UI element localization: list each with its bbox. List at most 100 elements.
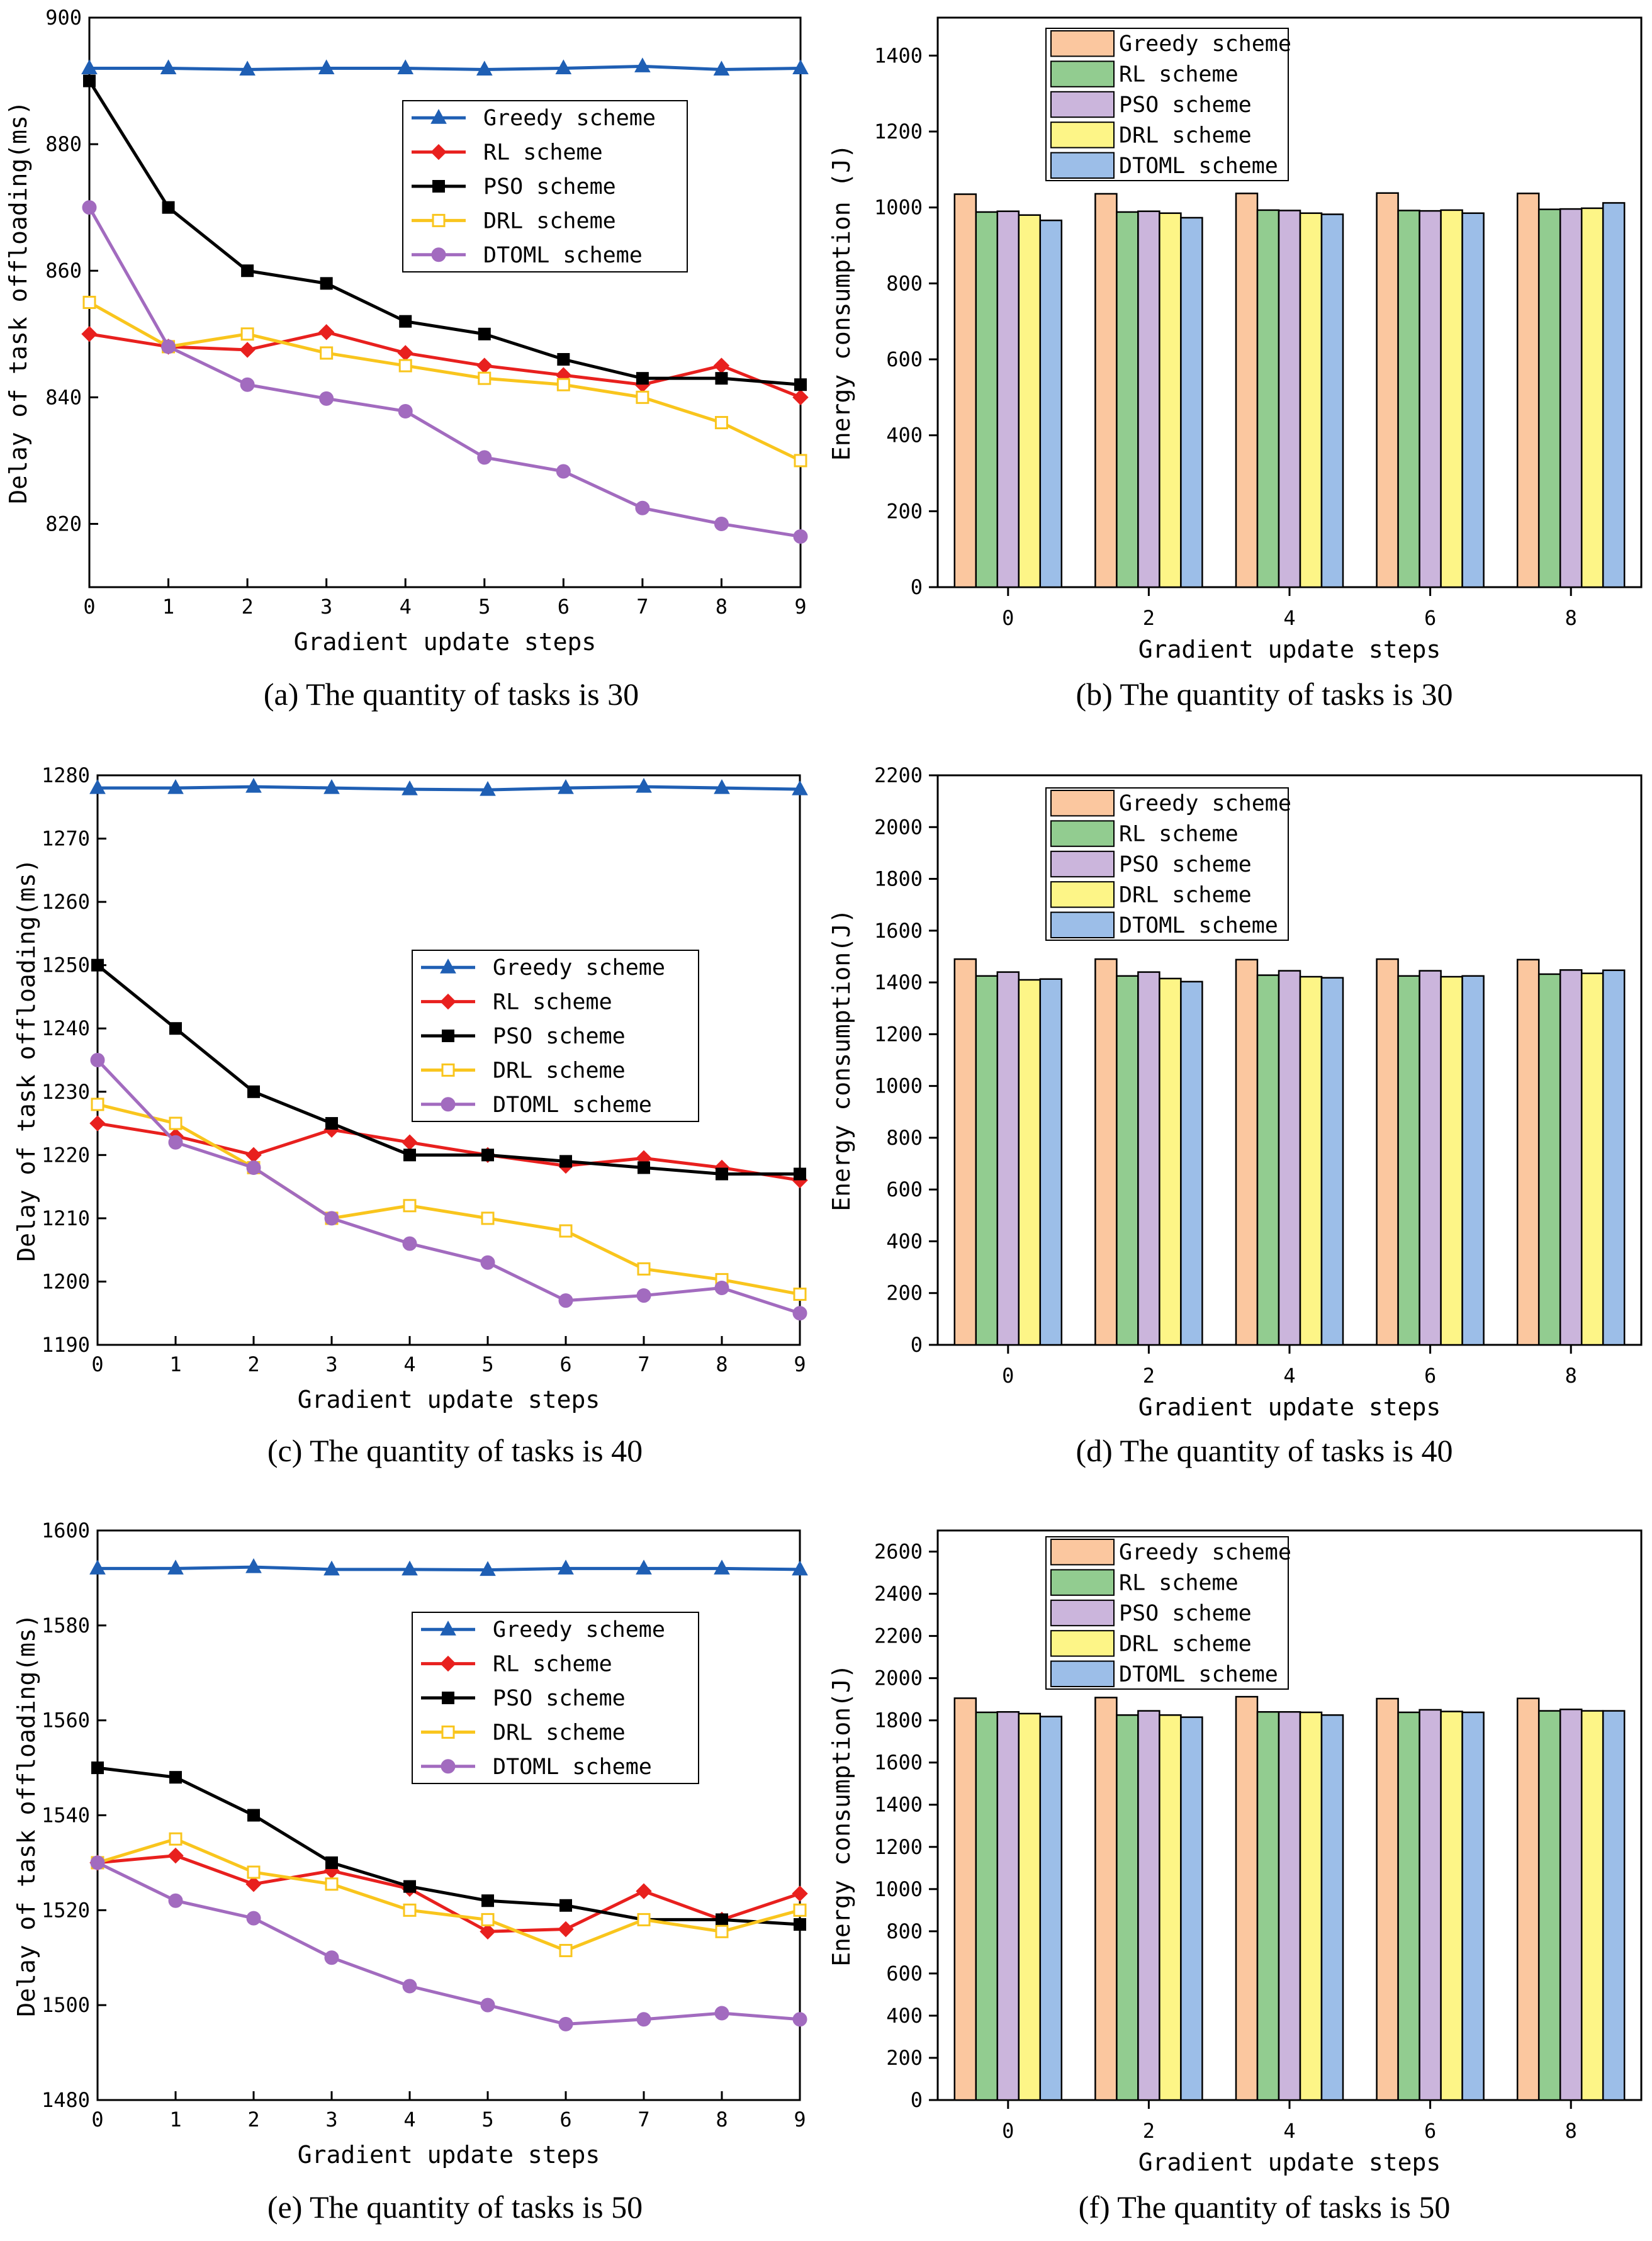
caption: (b) The quantity of tasks is 30 [1076,677,1453,712]
bar [1440,1710,1463,2101]
line-chart-a: 820 840 860 880 900 0 1 2 3 4 5 6 7 8 9 Gradient update… [4,6,809,712]
bar [1559,969,1583,1346]
data-point [476,60,493,76]
bar [975,211,999,588]
bar [1235,1695,1259,2101]
data-point [559,1943,573,1957]
y-axis-title: Delay of task offloading(ms) [4,101,32,504]
data-point [324,1211,339,1226]
legend-marker [442,1030,454,1042]
data-point [245,1558,262,1573]
y-tick-label: 2000 [874,815,923,839]
data-point [638,1161,650,1174]
data-point [481,1149,494,1162]
series-line [88,301,802,463]
data-point [637,1912,651,1926]
x-axis-title: Gradient update steps [1138,1393,1441,1421]
x-tick-label: 6 [559,2108,571,2131]
y-tick-label: 1200 [874,1835,923,1859]
x-tick-label: 9 [794,595,806,619]
legend-marker [441,1063,455,1077]
bar [1235,193,1259,588]
bar [1256,974,1280,1346]
data-point [636,778,652,793]
legend: Greedy scheme RL scheme PSO scheme DRL sche… [412,950,699,1122]
bar [1018,979,1042,1346]
bar [1376,1697,1399,2101]
data-point [794,1918,806,1931]
data-point [91,1761,104,1775]
bar [1137,971,1160,1346]
bar [1116,975,1139,1346]
data-point [246,1160,261,1175]
x-tick-label: 6 [1424,2119,1436,2143]
legend-label: DRL scheme [1119,1631,1252,1656]
legend-marker [440,958,456,974]
bar [1039,1716,1063,2101]
y-tick-label: 400 [886,1229,923,1253]
bar [1137,210,1160,588]
y-tick-label: 1000 [874,196,923,220]
y-tick-label: 1520 [42,1898,90,1922]
legend-marker [442,1692,454,1704]
legend-label: Greedy scheme [493,955,665,980]
data-point [241,264,254,278]
legend-label: RL scheme [493,1652,612,1677]
data-point [478,371,492,385]
data-point [318,324,335,340]
bar [1559,208,1583,588]
line-chart-c: 1190120012101220123012401250126012701280… [13,763,808,1468]
y-tick-label: 1600 [874,919,923,943]
bar [975,975,999,1346]
data-point [83,74,96,87]
legend-label: DTOML scheme [493,1092,652,1118]
data-point [714,1281,729,1295]
series-dtoml-scheme [90,1855,807,2031]
bar [1299,975,1323,1346]
legend-marker [430,143,447,160]
bar [1159,1714,1182,2101]
data-point [89,1559,106,1575]
data-point [247,1085,260,1098]
data-point [480,1561,496,1576]
data-point [556,464,571,479]
y-tick-label: 1250 [42,953,90,977]
legend: Greedy scheme RL scheme PSO scheme DRL sche… [402,100,688,272]
data-point [90,1855,105,1870]
x-tick-label: 3 [325,1352,337,1376]
data-point [715,372,728,385]
bar [1320,977,1344,1346]
bar [1299,212,1323,588]
data-point [89,779,106,794]
y-tick-label: 1200 [42,1269,90,1293]
x-tick-label: 2 [1143,2119,1155,2143]
legend-label: RL scheme [1119,1571,1239,1596]
x-tick-label: 5 [478,595,490,619]
data-point [403,1199,417,1213]
data-point [559,1224,573,1238]
data-point [246,1911,261,1926]
data-point [245,778,262,793]
x-tick-label: 4 [403,2108,415,2131]
x-tick-label: 4 [403,1352,415,1376]
data-point [167,1559,184,1575]
y-tick-label: 860 [45,259,82,283]
x-tick-label: 6 [1424,1364,1436,1388]
bar [996,971,1020,1346]
legend-label: Greedy scheme [1119,31,1291,57]
bar [1278,970,1301,1346]
x-tick-label: 3 [320,595,332,619]
x-tick-label: 9 [794,1352,806,1376]
data-point [247,1809,260,1822]
bar-chart-d: 0 200 400 600 800 1000 1200 1400 1600 1800 2000 220… [828,763,1643,1468]
data-point [323,779,340,794]
legend-label: RL scheme [1119,62,1239,87]
data-point [325,1877,339,1891]
bar [1159,977,1182,1346]
data-point [239,342,256,358]
bar [1278,210,1301,588]
y-tick-label: 1400 [874,970,923,994]
legend-label: DTOML scheme [493,1755,652,1780]
y-tick-label: 1000 [874,1877,923,1901]
